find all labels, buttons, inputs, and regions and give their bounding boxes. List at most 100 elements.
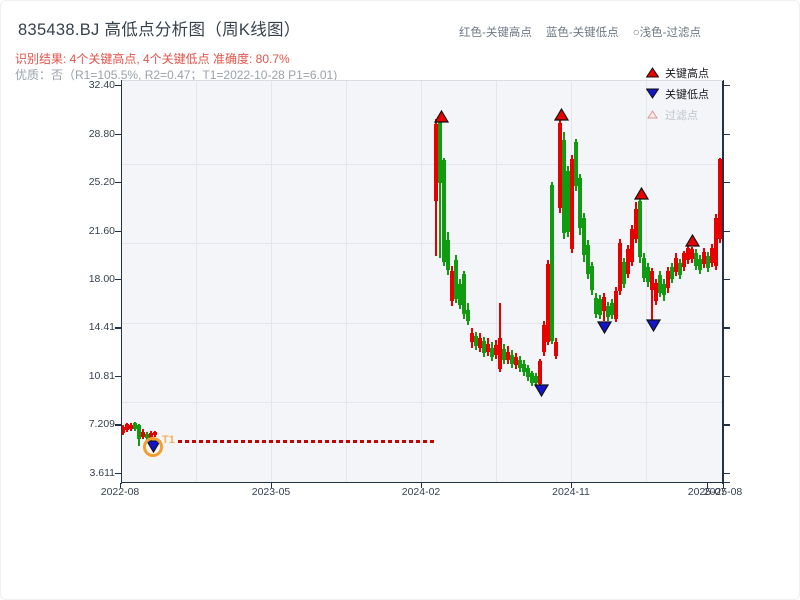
x-tick	[707, 483, 709, 488]
candle-body	[654, 283, 658, 301]
key-high-marker	[553, 107, 569, 121]
candle-body	[125, 423, 129, 430]
candle-body	[686, 248, 690, 261]
candle-body	[638, 200, 642, 258]
y-tick-label: 14.41	[88, 321, 115, 334]
suspension-line	[178, 440, 435, 443]
plot-top-border	[122, 80, 723, 81]
filtered-point-triangle-icon	[647, 110, 658, 119]
candle-body	[478, 338, 482, 348]
candle-body	[514, 357, 518, 366]
candle-body	[522, 363, 526, 373]
candle-body	[690, 249, 694, 259]
candle-body	[558, 123, 562, 209]
candle-body	[674, 257, 678, 273]
y-tick	[115, 182, 121, 184]
gridline-vertical	[271, 80, 272, 482]
x-tick	[571, 483, 573, 488]
candle-body	[153, 432, 157, 436]
key-high-marker	[633, 186, 649, 200]
candle-body	[506, 351, 510, 360]
candle-body	[590, 265, 594, 290]
gridline-horizontal	[122, 402, 723, 403]
candle-body	[490, 347, 494, 358]
blue-down-triangle-icon	[646, 88, 659, 99]
candle-body	[714, 218, 718, 266]
y-tick-label: 10.81	[88, 369, 115, 382]
candle-body	[121, 426, 125, 433]
candle-body	[698, 258, 702, 270]
right-tick	[723, 424, 730, 426]
candle-body	[594, 297, 598, 315]
candle-body	[498, 338, 502, 370]
candle-body	[518, 359, 522, 368]
legend-label-filtered: 过滤点	[665, 109, 698, 122]
candle-body	[702, 252, 706, 265]
candle-body	[470, 332, 474, 343]
right-tick	[723, 182, 730, 184]
key-high-marker	[684, 233, 700, 247]
candle-body	[434, 124, 438, 201]
candle-body	[454, 260, 458, 300]
y-tick-label: 28.80	[88, 127, 115, 140]
candle-body	[718, 159, 722, 239]
gridline-horizontal	[122, 323, 723, 324]
y-tick	[115, 230, 121, 232]
candle-body	[137, 425, 141, 439]
legend-label-key-low: 关键低点	[665, 88, 709, 101]
y-tick	[115, 424, 121, 426]
right-tick	[723, 230, 730, 232]
key-low-marker	[645, 319, 661, 333]
x-tick	[120, 483, 122, 488]
candle-body	[678, 262, 682, 276]
x-tick-label: 2024-11	[552, 486, 590, 498]
y-tick-label: 25.20	[88, 176, 115, 189]
x-tick	[421, 483, 423, 488]
candle-body	[550, 184, 554, 342]
candle-body	[482, 341, 486, 354]
recognition-result-text: 识别结果: 4个关键高点, 4个关键低点 准确度: 80.7%	[15, 52, 290, 66]
candle-body	[546, 264, 550, 343]
candle-body	[442, 160, 446, 262]
y-tick-label: 3.611	[89, 466, 116, 479]
red-up-triangle-icon	[646, 67, 659, 78]
candle-body	[145, 434, 149, 439]
legend-label-key-high: 关键高点	[665, 67, 709, 80]
candle-body	[626, 249, 630, 274]
x-tick-label: 2022-08	[100, 486, 140, 498]
candle-body	[530, 373, 534, 383]
right-tick	[723, 133, 730, 135]
candle-body	[554, 342, 558, 356]
y-axis-line	[120, 80, 122, 484]
candle-body	[450, 270, 454, 301]
candle-body	[582, 218, 586, 255]
candle-wick	[499, 303, 501, 373]
candle-body	[622, 261, 626, 285]
candle-body	[526, 368, 530, 378]
gridline-vertical	[196, 80, 197, 482]
quality-metrics-text: 优质：否（R1=105.5%, R2=0.47；T1=2022-10-28 P1…	[15, 68, 338, 82]
y-tick-label: 7.209	[88, 418, 115, 431]
candle-body	[642, 257, 646, 278]
y-tick-label: 18.00	[88, 273, 115, 286]
candle-body	[614, 291, 618, 320]
gridline-vertical	[496, 80, 497, 482]
right-tick	[723, 85, 730, 87]
gridline-horizontal	[122, 164, 723, 165]
candle-body	[598, 299, 602, 316]
candle-body	[566, 171, 570, 232]
key-high-marker	[433, 109, 449, 123]
candle-body	[610, 303, 614, 316]
x-axis-line	[120, 481, 730, 483]
candle-body	[646, 266, 650, 282]
candle-body	[570, 159, 574, 250]
candle-body	[634, 208, 638, 239]
candle-body	[670, 266, 674, 280]
candle-wick	[651, 268, 653, 323]
candle-body	[706, 256, 710, 269]
candle-body	[710, 248, 714, 263]
y-tick	[115, 327, 121, 329]
x-tick-label: 2024-02	[401, 486, 441, 498]
